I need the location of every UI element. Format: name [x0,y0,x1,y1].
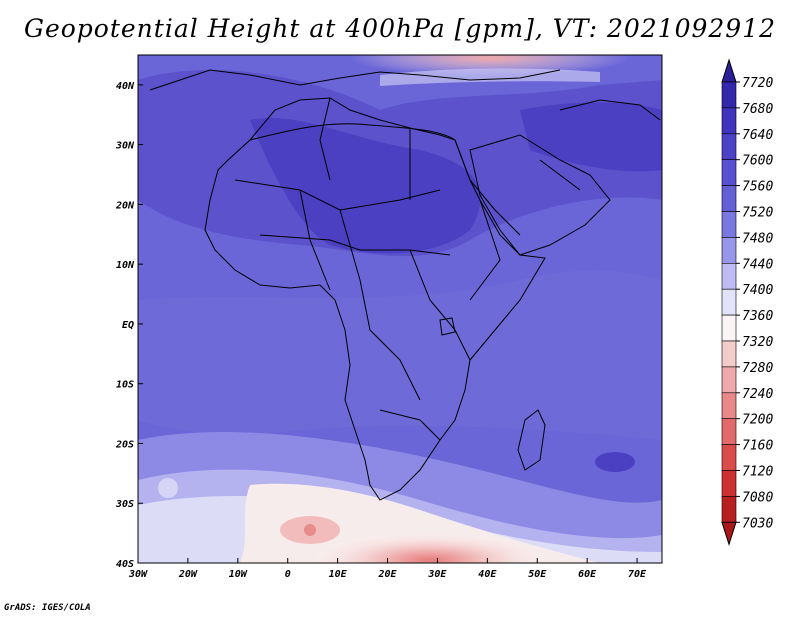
border-3 [339,209,421,401]
field-core-7640 [250,117,481,254]
border-8 [469,199,501,301]
colorbar-label: 7120 [742,465,773,480]
colorbar-segment [721,185,737,212]
border-6 [299,189,331,291]
colorbar-segment [721,340,737,368]
red-sea [454,139,521,236]
y-tick-label: 40S [116,559,134,570]
x-axis: 30W 20W 10W 0 10E 20E 30E 40E 50E 60E 70E [128,558,647,580]
x-tick-label: 20W [178,569,198,580]
colorbar-segment [721,159,737,186]
field-core-arabia [520,102,662,172]
x-tick-label: 40E [478,569,497,580]
colorbar-label: 7400 [742,283,773,298]
colorbar-segment [721,496,737,523]
border-9 [319,97,331,181]
colorbar-segment [721,211,737,238]
plot-frame [137,54,663,564]
x-tick-label: 20E [377,569,397,580]
x-tick-label: 10W [229,569,248,580]
colorbar-segment [721,107,737,135]
border-2 [259,234,451,256]
colorbar-segment [721,237,737,264]
colorbar: 7720 7680 7640 7600 7560 7520 7480 7440 7400 7360… [721,58,773,546]
colorbar-label: 7280 [742,361,773,376]
colorbar-label: 7160 [742,439,773,454]
colorbar-label: 7360 [742,309,773,324]
europe-coast [149,69,561,91]
colorbar-label: 7600 [742,154,773,169]
colorbar-label: 7560 [742,180,773,195]
lake-victoria [439,317,456,336]
y-tick-label: 30N [115,141,135,152]
y-tick-label: EQ [122,320,134,331]
x-tick-label: 50E [528,569,547,580]
colorbar-segment [721,288,737,316]
border-10 [559,99,661,121]
africa-outline [204,97,546,501]
x-tick-label: 10E [329,569,348,580]
border-4 [409,249,471,361]
y-tick-label: 20N [115,200,135,211]
colorbar-segment [721,470,737,497]
field-low-south [310,532,550,563]
y-tick-label: 20S [115,439,134,450]
colorbar-label: 7520 [742,206,773,221]
madagascar-outline [517,409,546,471]
colorbar-segment [721,81,737,109]
colorbar-segment [721,418,737,445]
gulf [539,159,581,191]
colorbar-bottom-arrow [721,521,737,546]
border-5 [379,409,441,441]
arabia-outline [469,134,611,256]
colorbar-segment [721,314,737,342]
colorbar-label: 7080 [742,490,773,505]
colorbar-segment [721,392,737,419]
y-axis: 40N 30N 20N 10N EQ 10S 20S 30S 40S [115,81,143,570]
chart-title: Geopotential Height at 400hPa [gpm], VT:… [23,14,777,43]
field-high-indian [595,452,635,472]
colorbar-top-arrow [721,58,737,83]
field-band-7560 [138,270,662,440]
y-tick-label: 40N [116,81,135,92]
colorbar-label: 7030 [742,516,773,531]
x-tick-label: 30E [427,569,447,580]
y-tick-label: 10N [116,260,135,271]
colorbar-label: 7720 [742,76,773,91]
colorbar-label: 7320 [742,335,773,350]
colorbar-segment [721,444,737,471]
colorbar-label: 7200 [742,413,773,428]
mediterranean-coast [249,123,456,141]
height-field [138,55,662,563]
colorbar-segment [721,262,737,290]
y-tick-label: 10S [116,380,134,391]
colorbar-segment [721,366,737,394]
colorbar-label: 7680 [742,102,773,117]
colorbar-label: 7440 [742,257,773,272]
colorbar-label: 7480 [742,231,773,246]
colorbar-label: 7640 [742,128,773,143]
x-tick-label: 0 [285,569,291,580]
y-tick-label: 30S [115,499,134,510]
x-tick-label: 30W [128,569,148,580]
x-tick-label: 70E [628,569,647,580]
coastlines [149,69,661,501]
colorbar-label: 7240 [742,387,773,402]
field-patch [158,478,178,498]
footer-credit: GrADS: IGES/COLA [4,603,91,613]
colorbar-segment [721,133,737,161]
x-tick-label: 60E [578,569,597,580]
